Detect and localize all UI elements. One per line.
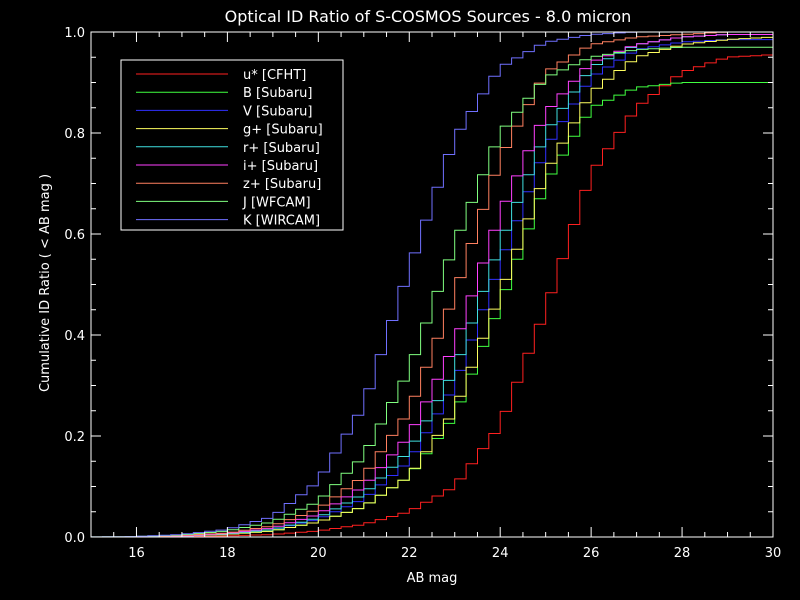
- legend: u* [CFHT] B [Subaru] V [Subaru] g+ [Subaru]…: [120, 59, 344, 231]
- series-layer: [91, 31, 773, 538]
- x-tick-label-7: 30: [765, 546, 782, 561]
- legend-label-0: u* [CFHT]: [243, 68, 306, 83]
- x-tick-label-1: 18: [219, 546, 236, 561]
- y-tick-label-1: 0.2: [64, 430, 85, 445]
- series-line-0: [91, 54, 773, 538]
- series-line-8: [91, 31, 773, 538]
- legend-label-2: V [Subaru]: [243, 104, 312, 119]
- x-tick-label-6: 28: [674, 546, 691, 561]
- axes-layer: 16 18 20 22 24 26 28 30 0.0 0.2 0.4 0.6 0.8 1.0: [64, 26, 781, 561]
- legend-label-7: J [WFCAM]: [242, 195, 311, 210]
- y-tick-label-2: 0.4: [64, 329, 85, 344]
- legend-label-1: B [Subaru]: [243, 86, 313, 101]
- legend-label-6: z+ [Subaru]: [243, 177, 321, 192]
- x-tick-label-3: 22: [401, 546, 418, 561]
- legend-label-5: i+ [Subaru]: [243, 159, 318, 174]
- y-tick-label-3: 0.6: [64, 228, 85, 243]
- y-tick-label-0: 0.0: [64, 531, 85, 546]
- y-tick-label-5: 1.0: [64, 26, 85, 41]
- x-tick-label-0: 16: [128, 546, 145, 561]
- y-tick-label-4: 0.8: [64, 127, 85, 142]
- series-line-7: [91, 46, 773, 538]
- legend-label-4: r+ [Subaru]: [243, 141, 320, 156]
- x-tick-label-5: 26: [583, 546, 600, 561]
- chart-title: Optical ID Ratio of S-COSMOS Sources - 8…: [225, 7, 632, 26]
- x-tick-label-4: 24: [492, 546, 509, 561]
- legend-label-3: g+ [Subaru]: [243, 123, 323, 138]
- series-line-6: [91, 31, 773, 538]
- x-axis-label: AB mag: [407, 571, 458, 586]
- x-tick-label-2: 20: [310, 546, 327, 561]
- legend-label-8: K [WIRCAM]: [243, 214, 320, 229]
- y-axis-label: Cumulative ID Ratio ( < AB mag ): [38, 174, 53, 392]
